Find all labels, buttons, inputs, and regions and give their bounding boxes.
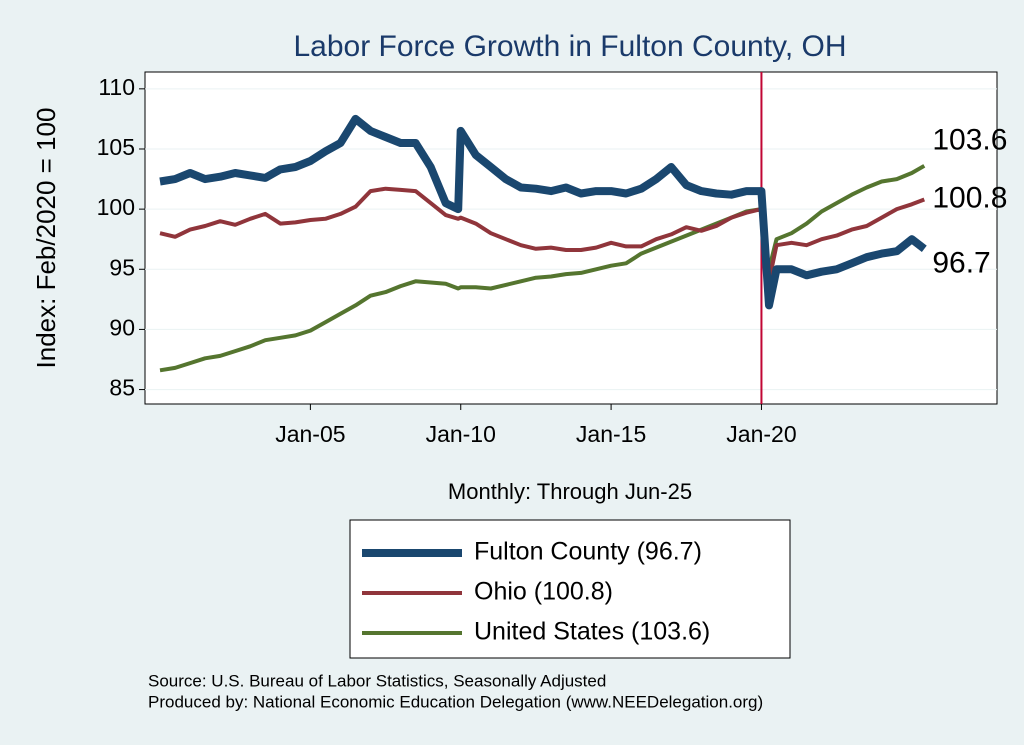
end-label: 103.6 (932, 124, 1007, 157)
series-line (159, 186, 926, 284)
plot-area (144, 71, 998, 405)
y-tick-label: 110 (98, 74, 135, 100)
y-tick-label: 90 (109, 314, 135, 340)
end-label: 96.7 (932, 247, 990, 280)
x-tick-label: Jan-10 (426, 421, 496, 447)
y-tick-label: 100 (97, 194, 135, 220)
y-tick-label: 105 (97, 134, 135, 160)
series-line (159, 114, 927, 310)
y-tick-label: 85 (109, 375, 135, 401)
source-note: Source: U.S. Bureau of Labor Statistics,… (148, 671, 606, 690)
source-note: Produced by: National Economic Education… (148, 692, 763, 711)
x-tick-label: Jan-15 (576, 421, 646, 447)
y-tick-label: 95 (109, 254, 135, 280)
chart-title: Labor Force Growth in Fulton County, OH (293, 30, 846, 63)
end-label: 100.8 (932, 181, 1007, 214)
x-tick-label: Jan-20 (726, 421, 796, 447)
legend-label: United States (103.6) (474, 618, 710, 646)
y-axis-label: Index: Feb/2020 = 100 (31, 108, 61, 369)
series-line (159, 164, 926, 373)
x-axis-label: Monthly: Through Jun-25 (448, 479, 692, 504)
legend-label: Fulton County (96.7) (474, 538, 702, 566)
legend-label: Ohio (100.8) (474, 578, 613, 606)
x-tick-label: Jan-05 (275, 421, 345, 447)
